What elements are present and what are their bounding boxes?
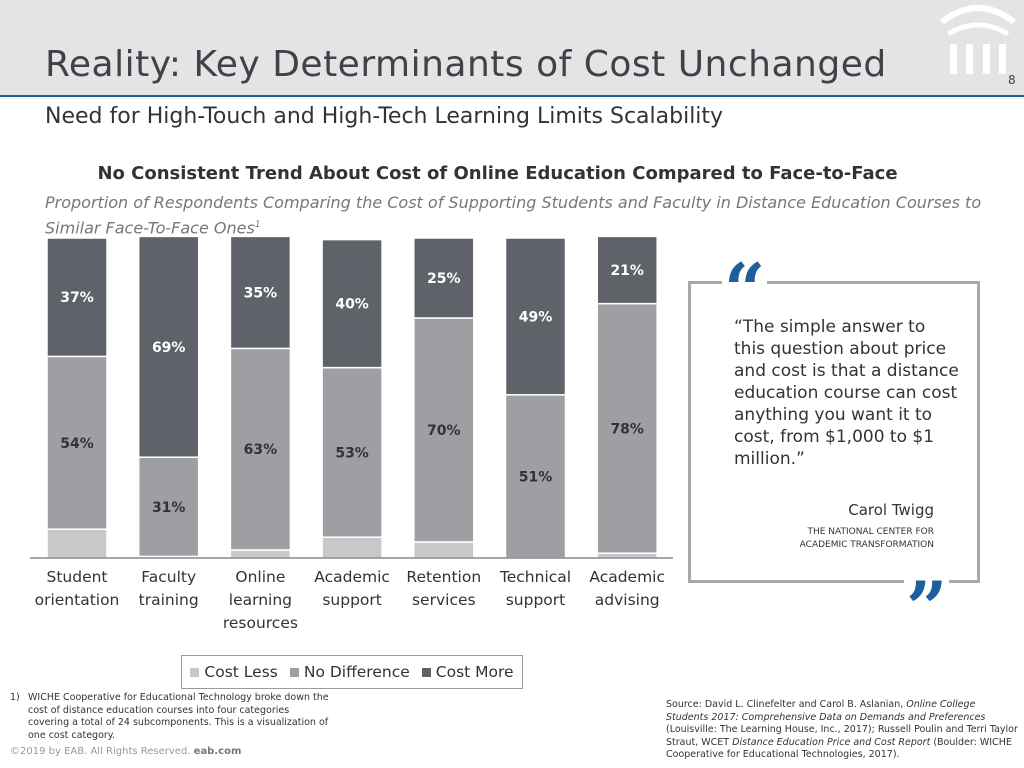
- bar-cost-more-technical-support: [504, 237, 567, 396]
- data-label-no-difference-retention-services: 70%: [427, 423, 461, 439]
- legend-label-cost-less: Cost Less: [204, 663, 278, 681]
- footnote-number: 1): [10, 692, 20, 703]
- category-label-technical-support: Technical support: [490, 566, 582, 612]
- legend-label-no-difference: No Difference: [303, 663, 410, 681]
- bar-no-difference-academic-support: [321, 366, 383, 538]
- bar-no-difference-faculty-training: [137, 456, 200, 558]
- legend-item-cost-more: Cost More: [421, 663, 514, 681]
- bar-cost-more-student-orientation: [46, 237, 108, 358]
- legend-label-cost-more: Cost More: [435, 663, 514, 681]
- data-label-no-difference-student-orientation: 54%: [60, 436, 94, 452]
- stacked-bar-chart: 54% 37% 31% 69% 63% 35% 53% 40% 70% 25% 51% 49% 78% 2…: [30, 230, 680, 640]
- category-label-line: training: [138, 591, 199, 609]
- category-label-student-orientation: Student orientation: [31, 566, 123, 612]
- chart-subtitle: Proportion of Respondents Comparing the …: [45, 192, 985, 239]
- footnote: 1) WICHE Cooperative for Educational Tec…: [10, 692, 330, 742]
- slide-title: Reality: Key Determinants of Cost Unchan…: [45, 44, 887, 85]
- close-quote-icon: ”: [904, 565, 950, 650]
- bar-cost-more-faculty-training: [137, 235, 200, 458]
- category-label-line: resources: [222, 614, 298, 632]
- data-label-no-difference-academic-support: 53%: [335, 445, 369, 461]
- legend-item-cost-less: Cost Less: [190, 663, 278, 681]
- category-label-line: Faculty: [141, 568, 197, 586]
- bar-cost-more-academic-support: [321, 238, 383, 369]
- category-label-line: services: [411, 591, 476, 609]
- chart-subtitle-text: Proportion of Respondents Comparing the …: [45, 193, 982, 238]
- category-label-line: support: [322, 591, 382, 609]
- bar-cost-more-retention-services: [413, 237, 475, 319]
- bar-cost-less-online-learning-resources: [229, 549, 292, 559]
- data-label-no-difference-faculty-training: 31%: [152, 500, 186, 516]
- data-label-cost-more-online-learning-resources: 35%: [244, 285, 278, 301]
- category-label-line: Online: [235, 568, 286, 586]
- copyright-site: eab.com: [193, 746, 242, 757]
- bar-cost-less-academic-support: [321, 536, 383, 559]
- source-suffix: (Boulder: WICHE Cooperative for Educatio…: [666, 736, 1012, 761]
- footnote-text: WICHE Cooperative for Educational Techno…: [28, 692, 329, 741]
- quote-author: Carol Twigg: [848, 501, 934, 519]
- quote-organization: THE NATIONAL CENTER FOR ACADEMIC TRANSFO…: [734, 526, 934, 552]
- legend-swatch-cost-more: [421, 667, 431, 677]
- legend-swatch-no-difference: [289, 667, 299, 677]
- legend-swatch-cost-less: [190, 667, 200, 677]
- category-label-academic-support: Academic support: [306, 566, 398, 612]
- source-title-1: Online College Students 2017: Comprehens…: [666, 699, 986, 723]
- quote-org-line-2: ACADEMIC TRANSFORMATION: [799, 540, 934, 550]
- category-label-retention-services: Retention services: [398, 566, 490, 612]
- copyright: ©2019 by EAB. All Rights Reserved. eab.c…: [10, 746, 241, 757]
- data-label-cost-more-student-orientation: 37%: [60, 290, 94, 306]
- chart-legend: Cost Less No Difference Cost More: [181, 655, 523, 689]
- quote-text: “The simple answer to this question abou…: [734, 317, 959, 469]
- category-label-line: advising: [594, 591, 660, 609]
- quote-org-line-1: THE NATIONAL CENTER FOR: [807, 527, 934, 537]
- source-title-2: Distance Education Price and Cost Report: [732, 736, 931, 748]
- data-label-cost-more-academic-advising: 21%: [610, 263, 644, 279]
- bar-no-difference-academic-advising: [596, 302, 658, 554]
- data-label-no-difference-academic-advising: 78%: [610, 421, 644, 437]
- source-mid: (Louisville: The Learning House, Inc., 2…: [666, 724, 1018, 748]
- bar-no-difference-retention-services: [413, 317, 475, 543]
- bar-no-difference-student-orientation: [46, 355, 108, 530]
- data-label-no-difference-online-learning-resources: 63%: [244, 442, 278, 458]
- category-label-line: Student: [46, 568, 108, 586]
- category-label-line: Academic: [314, 568, 390, 586]
- quote-box: [688, 281, 980, 583]
- category-label-academic-advising: Academic advising: [581, 566, 673, 612]
- source-citation: Source: David L. Clinefelter and Carol B…: [666, 699, 1018, 762]
- category-label-line: Retention: [406, 568, 482, 586]
- category-label-line: orientation: [34, 591, 120, 609]
- eab-columns-logo-icon: [940, 5, 1016, 74]
- category-label-line: Technical: [499, 568, 572, 586]
- footnote-marker: 1: [254, 220, 261, 230]
- category-label-line: learning: [228, 591, 292, 609]
- data-label-no-difference-technical-support: 51%: [519, 469, 553, 485]
- header-rule: [0, 95, 1024, 97]
- header-band: [0, 0, 1024, 96]
- source-prefix: Source: David L. Clinefelter and Carol B…: [666, 699, 907, 710]
- bar-cost-more-online-learning-resources: [229, 235, 292, 350]
- bar-cost-more-academic-advising: [596, 235, 658, 305]
- open-quote-icon: “: [722, 247, 768, 332]
- data-label-cost-more-retention-services: 25%: [427, 271, 461, 287]
- bar-cost-less-student-orientation: [46, 528, 108, 559]
- category-label-line: support: [505, 591, 566, 609]
- data-label-cost-more-faculty-training: 69%: [152, 340, 186, 356]
- category-label-line: Academic: [589, 568, 666, 586]
- slide-subtitle: Need for High-Touch and High-Tech Learni…: [45, 104, 724, 129]
- chart-plot-area: 54% 37% 31% 69% 63% 35% 53% 40% 70% 25% 51% 49% 78% 2…: [30, 235, 673, 559]
- data-label-cost-more-technical-support: 49%: [519, 309, 553, 325]
- bar-cost-less-retention-services: [413, 541, 475, 559]
- page-number: 8: [1008, 73, 1016, 87]
- chart-title: No Consistent Trend About Cost of Online…: [97, 163, 898, 184]
- bar-no-difference-online-learning-resources: [229, 347, 292, 551]
- copyright-text: ©2019 by EAB. All Rights Reserved.: [10, 746, 191, 757]
- category-label-faculty-training: Faculty training: [123, 566, 215, 612]
- legend-item-no-difference: No Difference: [289, 663, 410, 681]
- category-label-online-learning-resources: Online learning resources: [214, 566, 306, 635]
- data-label-cost-more-academic-support: 40%: [335, 297, 369, 313]
